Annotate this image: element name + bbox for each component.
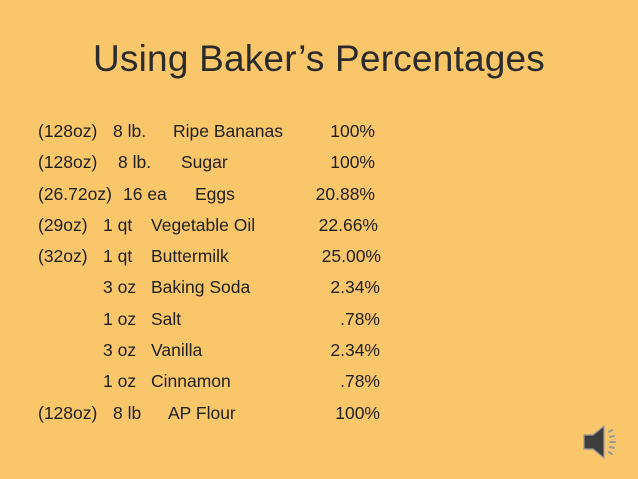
row-qty: 8 lb.	[113, 121, 147, 141]
row-name: Ripe Bananas	[173, 121, 283, 141]
row-name: Baking Soda	[151, 277, 251, 298]
row-pct: 22.66%	[318, 214, 378, 235]
ingredient-row: 1 oz Cinnamon .78%	[0, 370, 638, 401]
row-qty: 8 lb.	[118, 152, 152, 173]
row-pct: .78%	[340, 371, 380, 392]
row-qty: 1 qt	[103, 246, 133, 267]
ingredient-row: (128oz) 8 lb AP Flour 100%	[0, 402, 638, 433]
ingredient-row: (26.72oz) 16 ea Eggs 20.88%	[0, 183, 638, 214]
ingredient-row: 1 oz Salt .78%	[0, 308, 638, 339]
row-name: Salt	[151, 308, 182, 329]
row-qty: 1 oz	[103, 371, 137, 392]
row-pct: 25.00%	[321, 246, 381, 267]
row-name: Vanilla	[151, 340, 203, 361]
speaker-icon[interactable]	[580, 420, 624, 464]
row-qty: 3 oz	[103, 340, 137, 361]
row-qty: 16 ea	[123, 183, 167, 204]
row-name: AP Flour	[168, 402, 236, 423]
row-pct: 2.34%	[330, 277, 380, 298]
row-name: Sugar	[181, 152, 228, 173]
row-pct: .78%	[340, 308, 380, 329]
ingredient-list: (128oz) 8 lb. Ripe Bananas 100% (128oz) …	[0, 120, 638, 433]
row-name: Buttermilk	[151, 246, 229, 267]
row-weight: (128oz)	[38, 152, 98, 173]
ingredient-row: (128oz) 8 lb. Sugar 100%	[0, 151, 638, 182]
row-weight: (128oz)	[38, 402, 98, 423]
row-pct: 100%	[335, 402, 380, 423]
ingredient-row: 3 oz Baking Soda 2.34%	[0, 276, 638, 307]
row-pct: 20.88%	[315, 183, 375, 204]
row-weight: (32oz)	[38, 246, 88, 267]
ingredient-row: (128oz) 8 lb. Ripe Bananas 100%	[0, 120, 638, 151]
row-qty: 1 qt	[103, 214, 133, 235]
ingredient-row: (32oz) 1 qt Buttermilk 25.00%	[0, 245, 638, 276]
row-qty: 3 oz	[103, 277, 137, 298]
row-name: Cinnamon	[151, 371, 231, 392]
row-pct: 100%	[330, 152, 375, 173]
slide-title: Using Baker’s Percentages	[93, 38, 545, 79]
row-weight: (26.72oz)	[38, 183, 112, 204]
row-weight: (29oz)	[38, 214, 88, 235]
row-pct: 2.34%	[330, 340, 380, 361]
row-weight: (128oz)	[38, 121, 98, 141]
row-name: Vegetable Oil	[151, 214, 256, 235]
row-qty: 1 oz	[103, 308, 137, 329]
row-name: Eggs	[195, 183, 235, 204]
row-qty: 8 lb	[113, 402, 142, 423]
ingredient-row: 3 oz Vanilla 2.34%	[0, 339, 638, 370]
row-pct: 100%	[330, 121, 375, 141]
ingredient-row: (29oz) 1 qt Vegetable Oil 22.66%	[0, 214, 638, 245]
